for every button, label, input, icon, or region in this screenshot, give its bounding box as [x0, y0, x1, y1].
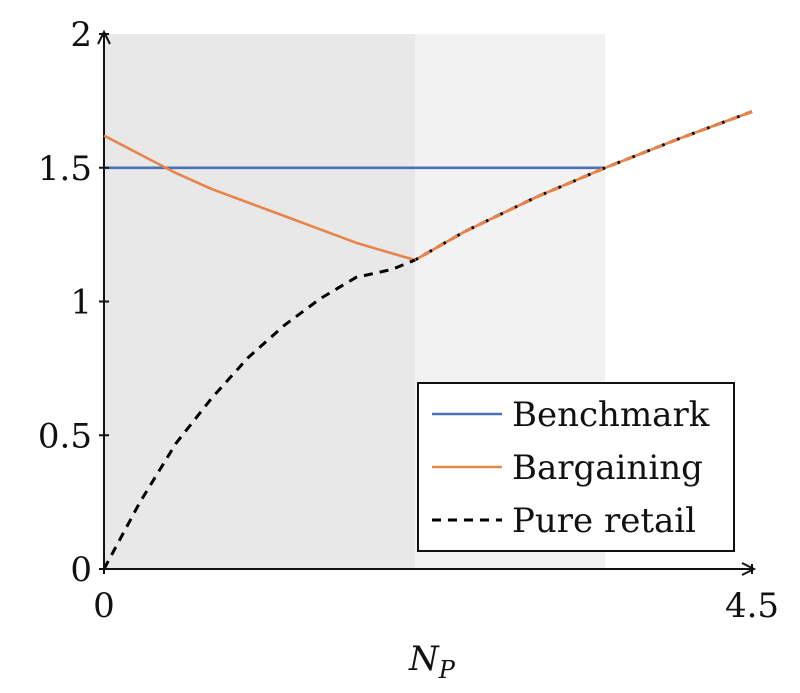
legend-label-bargaining: Bargaining [512, 448, 703, 488]
y-tick-label: 1 [70, 283, 92, 323]
x-axis-title-subscript: P [438, 656, 456, 684]
y-axis-arrow [97, 29, 111, 45]
y-tick-label: 1.5 [38, 149, 92, 189]
x-tick-label: 0 [93, 586, 115, 626]
series-line-bargaining-overlay [414, 110, 753, 262]
shaded-region-0 [104, 34, 416, 569]
legend: Benchmark Bargaining Pure retail [417, 382, 735, 552]
x-axis-arrow [741, 562, 757, 576]
x-axis-title: NP [408, 639, 456, 684]
series-lines [102, 110, 753, 570]
y-tick-label: 0.5 [38, 416, 92, 456]
legend-label-pure-retail: Pure retail [512, 501, 696, 541]
legend-label-benchmark: Benchmark [512, 395, 710, 435]
x-axis-title-main: N [408, 639, 440, 679]
tick-labels: 0 0.5 1 1.5 2 0 4.5 [38, 15, 779, 626]
x-tick-label: 4.5 [725, 586, 779, 626]
y-tick-label: 2 [70, 15, 92, 55]
shaded-regions [104, 34, 606, 569]
y-tick-label: 0 [70, 550, 92, 590]
